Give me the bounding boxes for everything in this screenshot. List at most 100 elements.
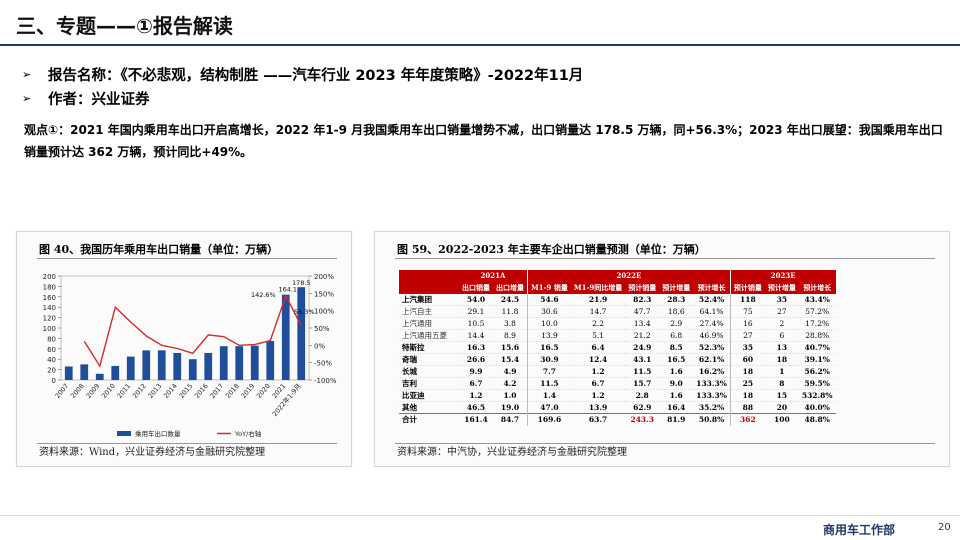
table-cell: 15.7	[625, 377, 660, 391]
table-cell: 24.5	[493, 293, 528, 307]
y-tick-label: 80	[47, 335, 56, 343]
table-cell: 63.7	[570, 413, 626, 426]
table-cell: 1.4	[526, 389, 571, 403]
forecast-table-panel: 图 59、2022-2023 年主要车企出口销量预测（单位：万辆） 2021A …	[374, 231, 950, 467]
table-cell: 1.6	[659, 389, 694, 403]
chart-title: 图 40、我国历年乘用车出口销量（单位：万辆）	[39, 243, 279, 256]
table-column-header	[399, 281, 459, 294]
table-column-header: 预计增长	[693, 281, 731, 294]
table-cell: 118	[729, 293, 765, 307]
table-cell: 56.2%	[798, 365, 836, 379]
x-tick-label: 2008	[69, 382, 86, 400]
table-cell: 17.2%	[798, 317, 836, 331]
table-cell: 4.9	[493, 365, 528, 379]
table-cell: 30.9	[526, 353, 571, 367]
table-group-header	[399, 270, 459, 282]
bar	[111, 365, 120, 380]
table-cell: 48.8%	[798, 413, 836, 426]
table-row-label: 比亚迪	[399, 389, 459, 403]
bullet-arrow-icon: ➢	[22, 91, 32, 105]
table-cell: 19.0	[493, 401, 528, 415]
bullet-text: 报告名称：《不必悲观，结构制胜 ——汽车行业 2023 年年度策略》-2022年…	[48, 67, 584, 84]
x-tick-label: 2016	[193, 382, 210, 400]
table-cell: 161.4	[459, 413, 493, 426]
table-column-header: 预计销量	[625, 281, 660, 294]
table-cell: 82.3	[625, 293, 660, 307]
table-cell: 54.0	[459, 293, 493, 307]
table-cell: 40.0%	[798, 401, 836, 415]
table-group-header: 2021A	[459, 270, 528, 282]
table-row: 特斯拉 16.3 15.6 16.5 6.4 24.9 8.5 52.3% 35 13 40.7%	[399, 341, 836, 355]
data-label: 164.1	[278, 286, 297, 294]
x-tick-label: 2015	[178, 382, 195, 400]
bar	[157, 350, 166, 380]
bullet-arrow-icon: ➢	[22, 67, 32, 81]
table-cell: 18.6	[659, 305, 694, 319]
table-cell: 15	[764, 389, 799, 403]
bar	[204, 352, 213, 380]
table-cell: 64.1%	[693, 305, 731, 319]
table-cell: 57.2%	[798, 305, 836, 319]
y-tick-label: 200	[43, 273, 56, 281]
table-cell: 1.2	[570, 389, 626, 403]
y-tick-label: 40	[47, 356, 56, 364]
table-row-label: 长城	[399, 365, 459, 379]
table-cell: 28.8%	[798, 329, 836, 343]
table-cell: 16.2%	[693, 365, 731, 379]
export-volume-chart-panel: 图 40、我国历年乘用车出口销量（单位：万辆） 0 20 40 60 80 100 120 1…	[16, 231, 352, 467]
table-cell: 10.0	[526, 317, 571, 331]
table-column-header: M1-9 销量	[526, 281, 571, 294]
table-cell: 47.7	[625, 305, 660, 319]
x-tick-label: 2013	[147, 382, 164, 400]
slide-title: 三、专题——①报告解读	[16, 14, 233, 38]
bar	[95, 373, 104, 380]
table-cell: 6.4	[570, 341, 626, 355]
x-tick-label: 2020	[255, 382, 272, 400]
table-cell: 133.3%	[693, 389, 731, 403]
table-row-label: 其他	[399, 401, 459, 415]
table-group-header: 2023E	[729, 270, 836, 282]
table-cell: 16.3	[459, 341, 493, 355]
title-rule	[0, 44, 960, 46]
table-column-header-row: 出口销量 出口增量 M1-9 销量 M1-9同比增量 预计销量 预计增量 预计增长 预计销量预…	[399, 281, 836, 294]
table-cell: 3.8	[493, 317, 528, 331]
x-tick-label: 2018	[224, 382, 241, 400]
bullet-author: ➢ 作者：兴业证券	[22, 86, 583, 110]
bar	[281, 294, 290, 380]
legend-label: YoY/右轴	[234, 429, 262, 438]
y-tick-label: 180	[43, 283, 56, 291]
table-title: 图 59、2022-2023 年主要车企出口销量预测（单位：万辆）	[397, 243, 706, 256]
table-cell: 13.9	[526, 329, 571, 343]
table-cell: 2	[764, 317, 799, 331]
table-source: 资料来源：中汽协，兴业证券经济与金融研究院整理	[397, 447, 627, 458]
table-cell: 59.5%	[798, 377, 836, 391]
table-cell: 35	[764, 293, 799, 307]
table-cell: 35.2%	[693, 401, 731, 415]
table-cell: 16.5	[659, 353, 694, 367]
table-cell: 10.5	[459, 317, 493, 331]
table-cell: 4.2	[493, 377, 528, 391]
bar	[297, 287, 306, 380]
table-cell: 39.1%	[798, 353, 836, 367]
x-tick-label: 2012	[131, 382, 148, 400]
table-cell: 18	[729, 389, 765, 403]
x-tick-label: 2011	[116, 382, 133, 400]
bullet-list: ➢ 报告名称：《不必悲观，结构制胜 ——汽车行业 2023 年年度策略》-202…	[22, 62, 583, 110]
y2-tick-label: 0%	[314, 342, 325, 350]
table-cell: 9.9	[459, 365, 493, 379]
legend-bar-swatch	[117, 431, 131, 436]
table-row-label: 上汽集团	[399, 293, 459, 307]
table-cell: 15.6	[493, 341, 528, 355]
bar	[188, 359, 197, 380]
bar	[142, 350, 151, 380]
table-cell: 1.2	[570, 365, 626, 379]
table-cell: 6.7	[459, 377, 493, 391]
table-column-header: 出口销量	[459, 281, 493, 294]
table-cell: 50.8%	[693, 413, 731, 426]
table-row-label: 吉利	[399, 377, 459, 391]
table-cell: 81.9	[659, 413, 694, 426]
table-cell: 18	[764, 353, 799, 367]
table-column-header: 预计增量	[659, 281, 694, 294]
yoy-line	[83, 294, 302, 368]
forecast-table: 2021A 2022E 2023E 出口销量 出口增量 M1-9 销量 M1-9同比增…	[399, 270, 836, 426]
